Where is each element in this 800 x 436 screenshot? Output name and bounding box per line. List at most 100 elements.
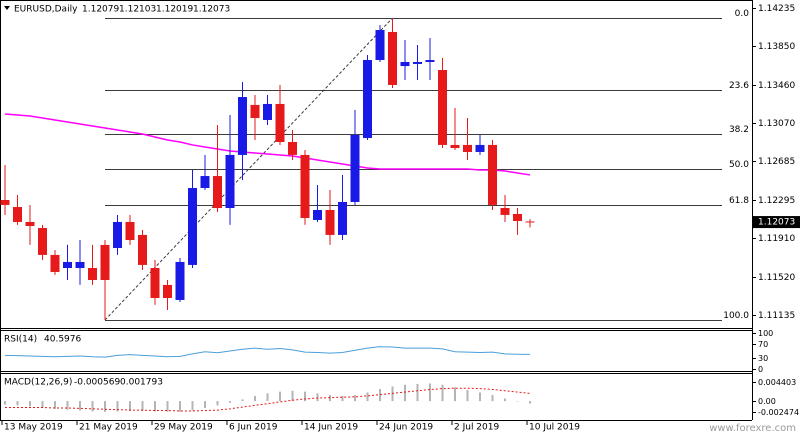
header-ohlc-low: 1.12019 — [156, 5, 193, 15]
candle-body — [263, 103, 272, 121]
rsi-value: 40.5976 — [44, 335, 81, 345]
macd-name: MACD(12,26,9) — [4, 378, 72, 388]
candle-body — [138, 234, 147, 265]
candle-body — [163, 284, 172, 298]
y-tick-label: 1.11520 — [758, 273, 795, 283]
candle-body — [388, 31, 397, 85]
y-tick-label: 1.11135 — [758, 311, 795, 321]
candle-body — [325, 209, 335, 235]
macd-histogram-bar — [129, 401, 131, 411]
candle-body — [450, 144, 460, 149]
candle-body — [188, 188, 197, 265]
candle-body — [88, 267, 97, 280]
macd-signal-value: 0.001793 — [120, 378, 163, 388]
macd-histogram-bar — [516, 401, 519, 402]
candle-body — [288, 141, 297, 155]
rsi-line — [4, 346, 531, 358]
candle-body — [200, 176, 210, 189]
x-tick-label: 29 May 2019 — [154, 423, 213, 433]
candle-body — [13, 207, 22, 222]
candle-body — [463, 144, 472, 152]
y-tick-label: 1.13070 — [758, 119, 795, 129]
fib-level-label: 50.0 — [729, 160, 749, 170]
candle-body — [338, 201, 347, 235]
macd-histogram-bar — [491, 395, 494, 402]
candle-body — [475, 144, 485, 152]
candle-body — [350, 134, 360, 202]
candle-body — [525, 221, 535, 223]
x-tick-label: 13 May 2019 — [4, 423, 63, 433]
x-tick-label: 21 May 2019 — [79, 423, 138, 433]
macd-histogram-bar — [241, 399, 244, 402]
x-tick-label: 6 Jun 2019 — [229, 423, 278, 433]
y-tick-label: 1.12295 — [758, 196, 795, 206]
macd-histogram-bar — [254, 395, 256, 402]
candle-body — [413, 61, 422, 64]
macd-histogram-bar — [16, 401, 19, 406]
candle-body — [513, 213, 522, 221]
macd-y-tick-label: 0.004403 — [758, 378, 796, 387]
rsi-y-tick-label: 70 — [758, 340, 768, 349]
fib-level-label: 23.6 — [729, 81, 749, 91]
macd-histogram-bar — [179, 401, 181, 412]
header-ohlc-close: 1.12073 — [193, 5, 230, 15]
candle-body — [300, 154, 310, 219]
frame — [0, 0, 753, 421]
macd-histogram-bar — [54, 401, 56, 409]
candle-body — [175, 261, 185, 300]
macd-y-tick-label: 0.00 — [758, 397, 776, 406]
macd-histogram-bar — [441, 384, 444, 402]
candle-body — [63, 261, 72, 268]
macd-histogram-bar — [154, 401, 156, 412]
rsi-y-tick-label: 30 — [758, 354, 768, 363]
candle-body — [313, 209, 322, 220]
macd-histogram-bar — [504, 398, 506, 402]
candle-body — [25, 221, 35, 227]
y-tick-label: 1.13850 — [758, 42, 795, 52]
x-tick-label: 10 Jul 2019 — [529, 423, 580, 433]
y-tick-label: 1.12685 — [758, 157, 795, 167]
fib-level-label: 38.2 — [729, 125, 749, 135]
candle-body — [113, 221, 122, 249]
x-tick-label: 24 Jun 2019 — [379, 423, 433, 433]
macd-histogram-bar — [404, 384, 406, 402]
macd-histogram-bar — [304, 391, 306, 402]
candle-body — [225, 154, 235, 209]
x-tick-label: 2 Jul 2019 — [454, 423, 499, 433]
moving-average — [4, 113, 531, 176]
macd-histogram-bar — [191, 401, 194, 411]
rsi-y-tick-label: 0 — [758, 365, 763, 374]
fib-level-label: 100.0 — [723, 311, 749, 321]
macd-histogram-bar — [316, 393, 319, 402]
candle-body — [425, 60, 435, 62]
macd-histogram-bar — [66, 401, 69, 410]
candle-body — [150, 267, 160, 298]
macd-histogram-bar — [91, 401, 94, 412]
header-ohlc-high: 1.12103 — [119, 5, 156, 15]
candle-body — [100, 244, 110, 280]
candle-body — [438, 70, 447, 145]
macd-histogram-bar — [291, 390, 294, 402]
current-price-box — [753, 216, 800, 229]
macd-histogram-bar — [229, 401, 231, 403]
macd-histogram-bar — [141, 401, 144, 411]
macd-histogram-bar — [529, 401, 531, 404]
macd-histogram-bar — [429, 383, 431, 402]
rsi-name: RSI(14) — [4, 335, 37, 345]
x-tick-label: 14 Jun 2019 — [304, 423, 358, 433]
candle-body — [125, 221, 135, 240]
candle-body — [38, 228, 47, 255]
macd-histogram-bar — [4, 401, 6, 405]
macd-histogram-bar — [79, 401, 81, 411]
watermark: www.forexre.com — [709, 423, 796, 434]
candle-body — [375, 30, 385, 61]
macd-histogram-bar — [41, 401, 44, 408]
macd-histogram-bar — [479, 392, 481, 402]
macd-histogram-bar — [116, 401, 119, 412]
symbol-menu-icon — [4, 6, 10, 10]
candle-body — [50, 254, 60, 272]
y-tick-label: 1.14235 — [758, 4, 795, 14]
candle-body — [500, 208, 510, 215]
y-tick-label: 1.11910 — [758, 234, 795, 244]
